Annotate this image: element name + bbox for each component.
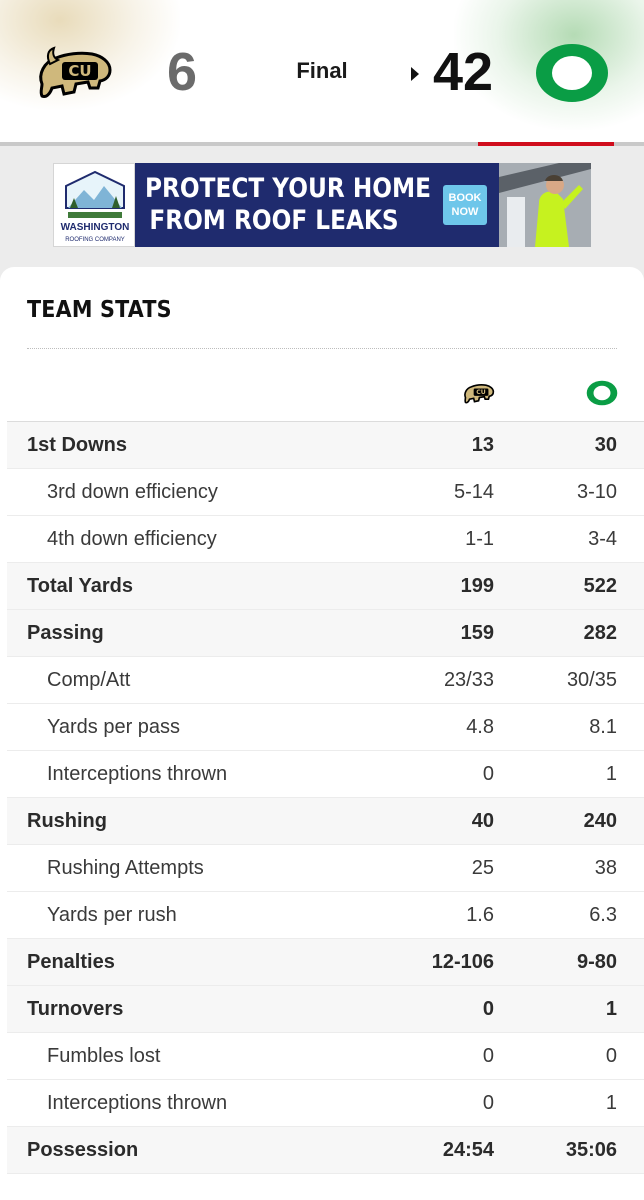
- stat-label: Interceptions thrown: [47, 1092, 228, 1114]
- ad-headline-line-2: FROM ROOF LEAKS: [149, 205, 399, 236]
- stat-home-value: 13: [471, 434, 494, 456]
- ad-logo-subtitle: ROOFING COMPANY: [65, 237, 125, 243]
- oregon-ducks-o-logo-icon[interactable]: [532, 40, 612, 106]
- stat-row: Penalties 12-106 9-80: [7, 939, 644, 986]
- stat-label: 3rd down efficiency: [47, 481, 218, 503]
- stat-home-value: 5-14: [453, 481, 494, 503]
- stat-away-value: 240: [583, 810, 617, 832]
- stat-label: Total Yards: [27, 575, 133, 597]
- stat-away-value: 35:06: [565, 1139, 617, 1161]
- stat-label: Possession: [27, 1139, 139, 1161]
- score-header: CU 6 Final 42: [0, 0, 644, 146]
- stat-home-value: 0: [482, 1045, 494, 1067]
- stat-label: 4th down efficiency: [47, 528, 217, 550]
- stat-label: Rushing: [27, 810, 107, 832]
- stat-away-value: 1: [605, 1092, 617, 1114]
- ad-cta-line-1: BOOK: [448, 192, 482, 204]
- stat-away-value: 30: [594, 434, 617, 456]
- stat-away-value: 522: [583, 575, 617, 597]
- stat-row: Turnovers 0 1: [7, 986, 644, 1033]
- stat-label: Penalties: [27, 951, 115, 973]
- stat-label: Turnovers: [27, 998, 124, 1020]
- stat-home-value: 0: [482, 998, 494, 1020]
- stat-label: Yards per rush: [47, 904, 177, 926]
- stat-label: 1st Downs: [27, 434, 128, 456]
- stat-row: Comp/Att 23/33 30/35: [7, 657, 644, 704]
- stat-away-value: 9-80: [576, 951, 617, 973]
- team-stats-title: TEAM STATS: [27, 297, 172, 323]
- stat-row: Interceptions thrown 0 1: [7, 751, 644, 798]
- ad-book-now-button[interactable]: BOOK NOW: [443, 185, 487, 225]
- stat-away-value: 30/35: [566, 669, 617, 691]
- stat-label: Interceptions thrown: [47, 763, 228, 785]
- stat-row: Total Yards 199 522: [7, 563, 644, 610]
- ad-roofer-photo: [499, 163, 591, 247]
- home-score: 6: [166, 42, 198, 102]
- stat-label: Comp/Att: [47, 669, 131, 691]
- stat-away-value: 282: [583, 622, 617, 644]
- stat-label: Passing: [27, 622, 104, 644]
- stat-home-value: 199: [460, 575, 494, 597]
- stat-away-value: 3-4: [588, 528, 617, 550]
- stat-row: Fumbles lost 0 0: [7, 1033, 644, 1080]
- stat-row: Interceptions thrown 0 1: [7, 1080, 644, 1127]
- oregon-ducks-column-logo-icon: [586, 380, 618, 406]
- stat-row: 4th down efficiency 1-1 3-4: [7, 516, 644, 563]
- stat-home-value: 25: [471, 857, 494, 879]
- ad-logo-name: WASHINGTON: [60, 222, 130, 233]
- stat-row: Yards per pass 4.8 8.1: [7, 704, 644, 751]
- stat-home-value: 0: [482, 1092, 494, 1114]
- team-stats-table: 1st Downs 13 30 3rd down efficiency 5-14 3-10…: [7, 422, 644, 1174]
- stat-away-value: 6.3: [589, 904, 617, 926]
- stat-home-value: 0: [482, 763, 494, 785]
- title-divider: [27, 348, 617, 349]
- stat-row: 1st Downs 13 30: [7, 422, 644, 469]
- colorado-buffaloes-logo-icon[interactable]: CU: [36, 44, 114, 102]
- active-tab-indicator: [478, 142, 614, 146]
- colorado-buffaloes-column-logo-icon: CU: [464, 384, 495, 404]
- stat-home-value: 1.6: [466, 904, 494, 926]
- stat-row: Rushing Attempts 25 38: [7, 845, 644, 892]
- ad-company-logo: WASHINGTON ROOFING COMPANY: [53, 163, 135, 247]
- team-stats-card: TEAM STATS CU 1st Downs 13 30 3rd down effi…: [0, 267, 644, 1200]
- stat-away-value: 3-10: [576, 481, 617, 503]
- away-score: 42: [432, 42, 494, 102]
- stat-home-value: 4.8: [466, 716, 494, 738]
- stat-away-value: 38: [594, 857, 617, 879]
- header-divider: [0, 142, 644, 146]
- stat-label: Yards per pass: [47, 716, 181, 738]
- advertisement-banner[interactable]: WASHINGTON ROOFING COMPANY PROTECT YOUR …: [53, 163, 591, 247]
- stat-home-value: 24:54: [442, 1139, 494, 1161]
- stat-away-value: 8.1: [589, 716, 617, 738]
- svg-text:CU: CU: [68, 62, 91, 80]
- game-status: Final: [296, 58, 348, 83]
- ad-headline-line-1: PROTECT YOUR HOME: [145, 173, 431, 204]
- stat-row: Possession 24:54 35:06: [7, 1127, 644, 1174]
- stat-home-value: 40: [471, 810, 494, 832]
- stat-label: Rushing Attempts: [47, 857, 204, 879]
- stats-header-divider: [7, 421, 644, 422]
- triangle-right-icon: [411, 67, 419, 81]
- stat-home-value: 159: [460, 622, 494, 644]
- stat-row: Passing 159 282: [7, 610, 644, 657]
- svg-text:CU: CU: [476, 389, 486, 396]
- stat-away-value: 1: [605, 998, 617, 1020]
- stat-row: 3rd down efficiency 5-14 3-10: [7, 469, 644, 516]
- stat-label: Fumbles lost: [47, 1045, 161, 1067]
- stat-away-value: 1: [605, 763, 617, 785]
- stat-home-value: 12-106: [431, 951, 494, 973]
- stat-home-value: 1-1: [465, 528, 494, 550]
- ad-cta-line-2: NOW: [451, 206, 479, 218]
- stat-row: Yards per rush 1.6 6.3: [7, 892, 644, 939]
- mountain-house-icon: [65, 170, 125, 218]
- ad-headline: PROTECT YOUR HOME FROM ROOF LEAKS: [145, 173, 431, 239]
- stat-home-value: 23/33: [443, 669, 494, 691]
- stat-row: Rushing 40 240: [7, 798, 644, 845]
- stat-away-value: 0: [605, 1045, 617, 1067]
